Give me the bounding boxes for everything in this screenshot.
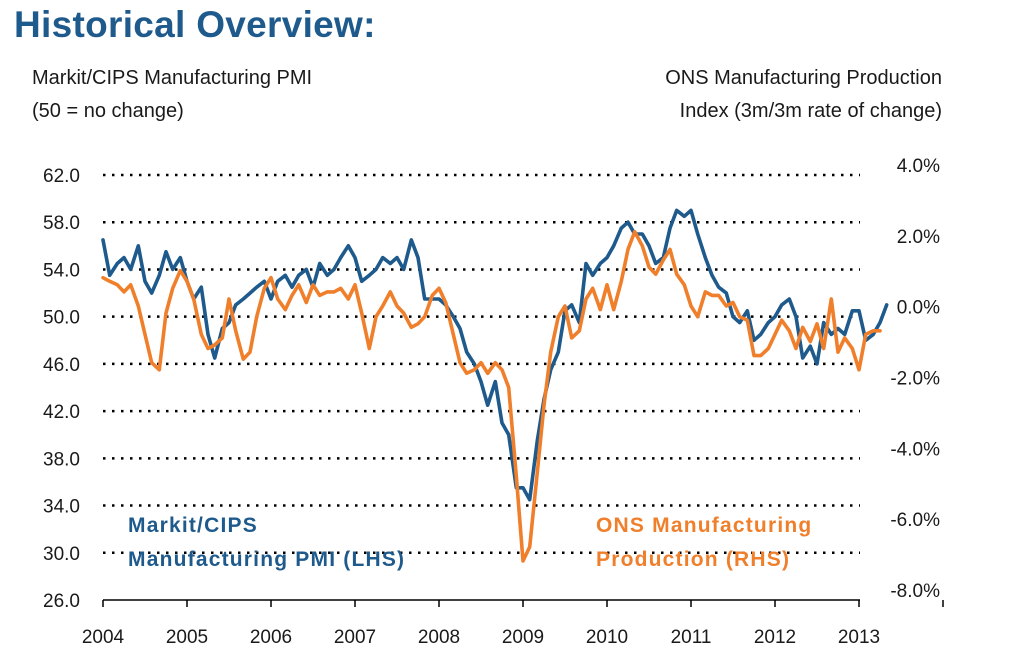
left-tick-label: 62.0 [43,166,80,187]
right-tick-label: 4.0% [897,156,940,177]
right-axis-title-line-1: ONS Manufacturing Production [665,67,942,89]
x-tick-label: 2008 [418,627,460,648]
left-tick-label: 30.0 [43,544,80,565]
right-tick-label: 0.0% [897,298,940,319]
left-axis-title: Markit/CIPS Manufacturing PMI (50 = no c… [32,62,312,128]
ons-series-label: ONS Manufacturing [596,514,812,537]
left-axis: 62.0 58.0 54.0 50.0 46.0 42.0 38.0 34.0 30.0 26.0 [43,166,80,612]
x-tick-label: 2010 [586,627,628,648]
left-tick-label: 46.0 [43,355,80,376]
right-tick-label: -6.0% [890,510,940,531]
right-axis-title: ONS Manufacturing Production Index (3m/3… [665,62,942,128]
right-tick-label: -8.0% [890,581,940,602]
right-tick-label: -2.0% [890,369,940,390]
series-lines [101,208,889,563]
right-axis: 4.0% 2.0% 0.0% -2.0% -4.0% -6.0% -8.0% [890,156,940,602]
left-axis-title-line-1: Markit/CIPS Manufacturing PMI [32,67,313,89]
pmi-series-label: Manufacturing PMI (LHS) [128,548,405,571]
x-tick-label: 2005 [166,627,208,648]
x-tick-label: 2007 [334,627,376,648]
x-tick-label: 2013 [838,627,880,648]
left-tick-label: 26.0 [43,591,80,612]
x-tick-label: 2004 [82,627,125,648]
ons-series-line [101,229,882,563]
x-tick-label: 2012 [754,627,796,648]
x-tick-label: 2009 [502,627,544,648]
left-tick-label: 58.0 [43,213,80,234]
left-tick-label: 38.0 [43,449,80,470]
x-tick-label: 2006 [250,627,292,648]
x-axis: 2004 2005 2006 2007 2008 2009 2010 2011 2012 2013 [82,600,944,648]
ons-series-label: Production (RHS) [596,548,790,571]
series-labels: Markit/CIPS Manufacturing PMI (LHS) ONS Ma… [128,514,812,571]
x-tick-label: 2011 [671,627,712,648]
pmi-series-label: Markit/CIPS [128,514,258,537]
left-axis-title-line-2: (50 = no change) [32,100,184,122]
pmi-series-line [101,208,889,502]
right-tick-label: 2.0% [897,227,940,248]
left-tick-label: 50.0 [43,308,80,329]
left-tick-label: 42.0 [43,402,80,423]
right-tick-label: -4.0% [890,439,940,460]
left-tick-label: 54.0 [43,260,80,281]
right-axis-title-line-2: Index (3m/3m rate of change) [679,100,942,122]
left-tick-label: 34.0 [43,497,80,518]
page-title: Historical Overview: [14,4,376,45]
